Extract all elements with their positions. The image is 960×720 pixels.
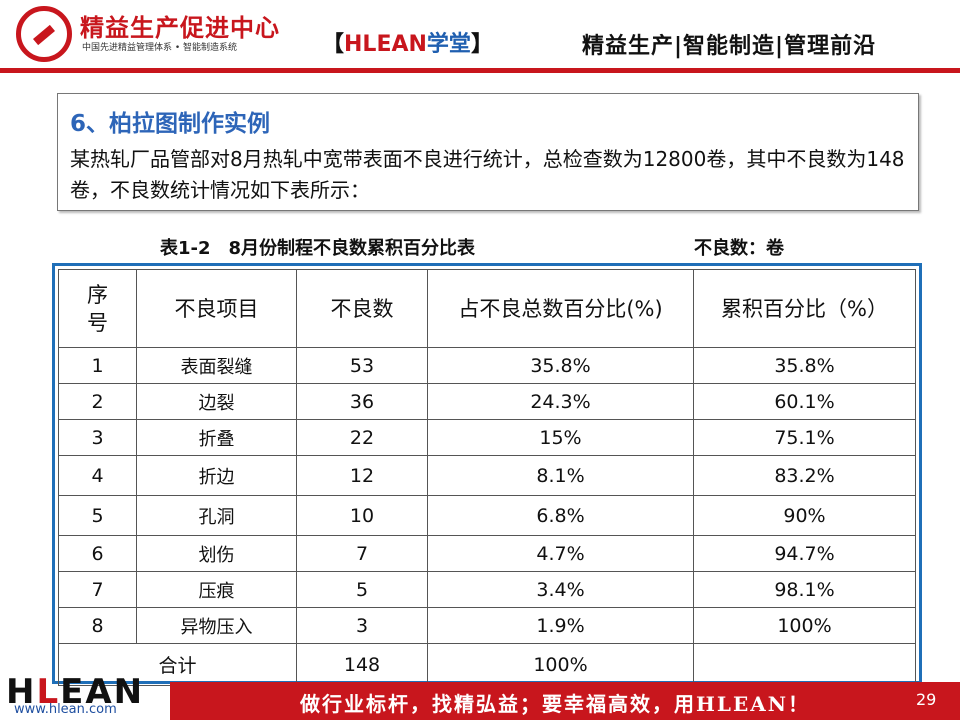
cell-item: 划伤: [136, 535, 297, 572]
footer-logo-h: H: [6, 672, 37, 712]
cell-item: 表面裂缝: [136, 347, 297, 384]
org-subtitle: 中国先进精益管理体系 • 智能制造系统: [82, 43, 238, 53]
brand-hlean: HLEAN: [344, 32, 427, 57]
header-pct: 占不良总数百分比(%): [427, 269, 694, 348]
brand-bracket-open: 【: [322, 32, 345, 57]
cell-no: 4: [58, 455, 137, 496]
cell-item: 孔洞: [136, 495, 297, 536]
cell-count: 12: [296, 455, 428, 496]
cell-cum: 100%: [693, 607, 916, 644]
cell-pct: 3.4%: [427, 571, 694, 608]
org-name: 精益生产促进中心: [80, 13, 280, 42]
header-item: 不良项目: [136, 269, 297, 348]
footer-logo-l: L: [36, 672, 61, 712]
table-row: 2 边裂 36 24.3% 60.1%: [58, 383, 916, 420]
cell-pct: 1.9%: [427, 607, 694, 644]
brand-bracket-close: 】: [470, 32, 493, 57]
cell-count: 22: [296, 419, 428, 456]
header-cum: 累积百分比（%）: [693, 269, 916, 348]
cell-total-label: 合计: [58, 643, 297, 686]
cell-item: 折边: [136, 455, 297, 496]
page-number: 29: [916, 690, 937, 709]
footer-bar: [170, 682, 960, 720]
cell-item: 边裂: [136, 383, 297, 420]
cell-cum: 35.8%: [693, 347, 916, 384]
table-header-row: 序号 不良项目 不良数 占不良总数百分比(%) 累积百分比（%）: [58, 269, 916, 348]
cell-no: 2: [58, 383, 137, 420]
table-row: 5 孔洞 10 6.8% 90%: [58, 495, 916, 536]
table-row: 7 压痕 5 3.4% 98.1%: [58, 571, 916, 608]
cell-no: 7: [58, 571, 137, 608]
cell-count: 53: [296, 347, 428, 384]
cell-total-cum: [693, 643, 916, 686]
cell-item: 压痕: [136, 571, 297, 608]
org-logo-icon: [16, 6, 72, 62]
cell-count: 10: [296, 495, 428, 536]
cell-count: 36: [296, 383, 428, 420]
cell-pct: 35.8%: [427, 347, 694, 384]
cell-cum: 83.2%: [693, 455, 916, 496]
table-caption: 表1-2 8月份制程不良数累积百分比表: [160, 238, 476, 259]
cell-no: 3: [58, 419, 137, 456]
table-row: 4 折边 12 8.1% 83.2%: [58, 455, 916, 496]
cell-no: 1: [58, 347, 137, 384]
header-no: 序号: [58, 269, 137, 348]
cell-pct: 24.3%: [427, 383, 694, 420]
cell-cum: 98.1%: [693, 571, 916, 608]
cell-cum: 75.1%: [693, 419, 916, 456]
table-row: 6 划伤 7 4.7% 94.7%: [58, 535, 916, 572]
cell-total-count: 148: [296, 643, 428, 686]
brand-title: 【HLEAN学堂】: [322, 26, 493, 58]
table-row: 1 表面裂缝 53 35.8% 35.8%: [58, 347, 916, 384]
header-tagline: 精益生产|智能制造|管理前沿: [582, 34, 877, 59]
cell-count: 3: [296, 607, 428, 644]
cell-pct: 4.7%: [427, 535, 694, 572]
cell-pct: 15%: [427, 419, 694, 456]
defect-table-frame: 序号 不良项目 不良数 占不良总数百分比(%) 累积百分比（%） 1 表面裂缝 …: [52, 263, 922, 686]
defect-table: 序号 不良项目 不良数 占不良总数百分比(%) 累积百分比（%） 1 表面裂缝 …: [58, 269, 916, 686]
table-row: 3 折叠 22 15% 75.1%: [58, 419, 916, 456]
cell-cum: 90%: [693, 495, 916, 536]
cell-pct: 8.1%: [427, 455, 694, 496]
cell-no: 8: [58, 607, 137, 644]
footer-logo: HLEAN: [6, 672, 144, 712]
cell-count: 5: [296, 571, 428, 608]
footer-slogan: 做行业标杆，找精弘益；要幸福高效，用HLEAN！: [300, 692, 811, 716]
cell-no: 5: [58, 495, 137, 536]
brand-xuetang: 学堂: [426, 32, 471, 57]
intro-box: 6、柏拉图制作实例 某热轧厂品管部对8月热轧中宽带表面不良进行统计，总检查数为1…: [57, 93, 919, 211]
table-total-row: 合计 148 100%: [58, 643, 916, 686]
intro-text: 某热轧厂品管部对8月热轧中宽带表面不良进行统计，总检查数为12800卷，其中不良…: [70, 147, 905, 202]
cell-pct: 6.8%: [427, 495, 694, 536]
table-unit: 不良数：卷: [694, 238, 784, 259]
cell-count: 7: [296, 535, 428, 572]
cell-item: 折叠: [136, 419, 297, 456]
cell-item: 异物压入: [136, 607, 297, 644]
cell-cum: 94.7%: [693, 535, 916, 572]
slide-header: 精益生产促进中心 中国先进精益管理体系 • 智能制造系统 【HLEAN学堂】 精…: [0, 0, 960, 73]
footer-logo-rest: EAN: [60, 672, 145, 712]
cell-cum: 60.1%: [693, 383, 916, 420]
cell-no: 6: [58, 535, 137, 572]
header-divider: [0, 68, 960, 73]
header-count: 不良数: [296, 269, 428, 348]
footer-url: www.hlean.com: [14, 702, 117, 717]
cell-total-pct: 100%: [427, 643, 694, 686]
table-row: 8 异物压入 3 1.9% 100%: [58, 607, 916, 644]
section-title: 6、柏拉图制作实例: [70, 111, 271, 137]
